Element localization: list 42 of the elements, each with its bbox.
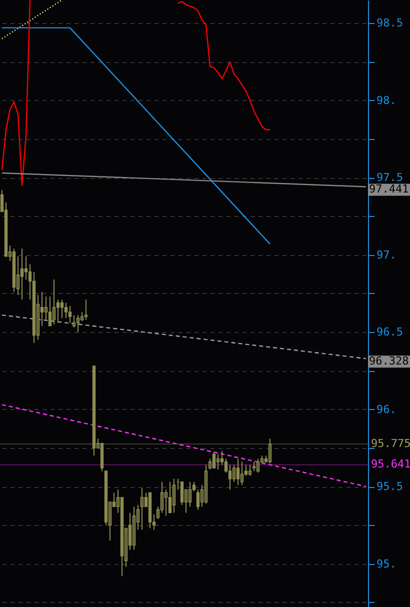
- candlestick: [20, 248, 24, 300]
- y-tick-label: 95.5: [376, 480, 403, 494]
- candlestick: [16, 256, 20, 296]
- candlestick: [60, 299, 64, 319]
- y-tick-label: 98.5: [376, 16, 403, 30]
- candlestick: [188, 481, 192, 508]
- candlestick: [72, 314, 76, 328]
- candlestick: [252, 461, 256, 472]
- candlestick: [236, 458, 240, 486]
- ref-line-label: 95.641: [371, 458, 410, 471]
- candlestick: [140, 488, 144, 530]
- ref-line-label: 95.775: [371, 437, 410, 450]
- y-tick-label: 98.: [376, 94, 396, 107]
- data-label: 96.328: [369, 354, 409, 368]
- y-tick-label: 96.5: [376, 326, 403, 339]
- candlestick: [56, 299, 60, 324]
- candlestick: [52, 279, 56, 325]
- candlestick: [196, 489, 200, 510]
- candlestick: [228, 464, 232, 490]
- candlestick: [48, 296, 52, 326]
- candlestick: [180, 481, 184, 506]
- y-tick-label: 95.: [376, 557, 396, 570]
- candlestick: [212, 452, 216, 468]
- candlestick: [248, 464, 252, 476]
- candlestick: [232, 464, 236, 482]
- candlestick: [76, 314, 80, 333]
- line-series: [1, 0, 31, 186]
- candlestick: [268, 438, 272, 464]
- y-tick-label: 96.: [376, 402, 396, 416]
- candlestick: [64, 302, 68, 319]
- candlestick: [164, 489, 168, 516]
- y-tick-label: 97.: [376, 248, 396, 262]
- candlestick: [240, 461, 244, 486]
- candlestick: [172, 478, 176, 514]
- candlestick: [68, 305, 72, 324]
- candlestick: [84, 299, 88, 320]
- y-tick-label: 97.5: [376, 171, 403, 184]
- data-label: 97.441: [369, 182, 409, 196]
- line-series: [177, 0, 271, 130]
- candlestick: [256, 458, 260, 474]
- candlestick: [168, 481, 172, 514]
- candlestick: [80, 311, 84, 322]
